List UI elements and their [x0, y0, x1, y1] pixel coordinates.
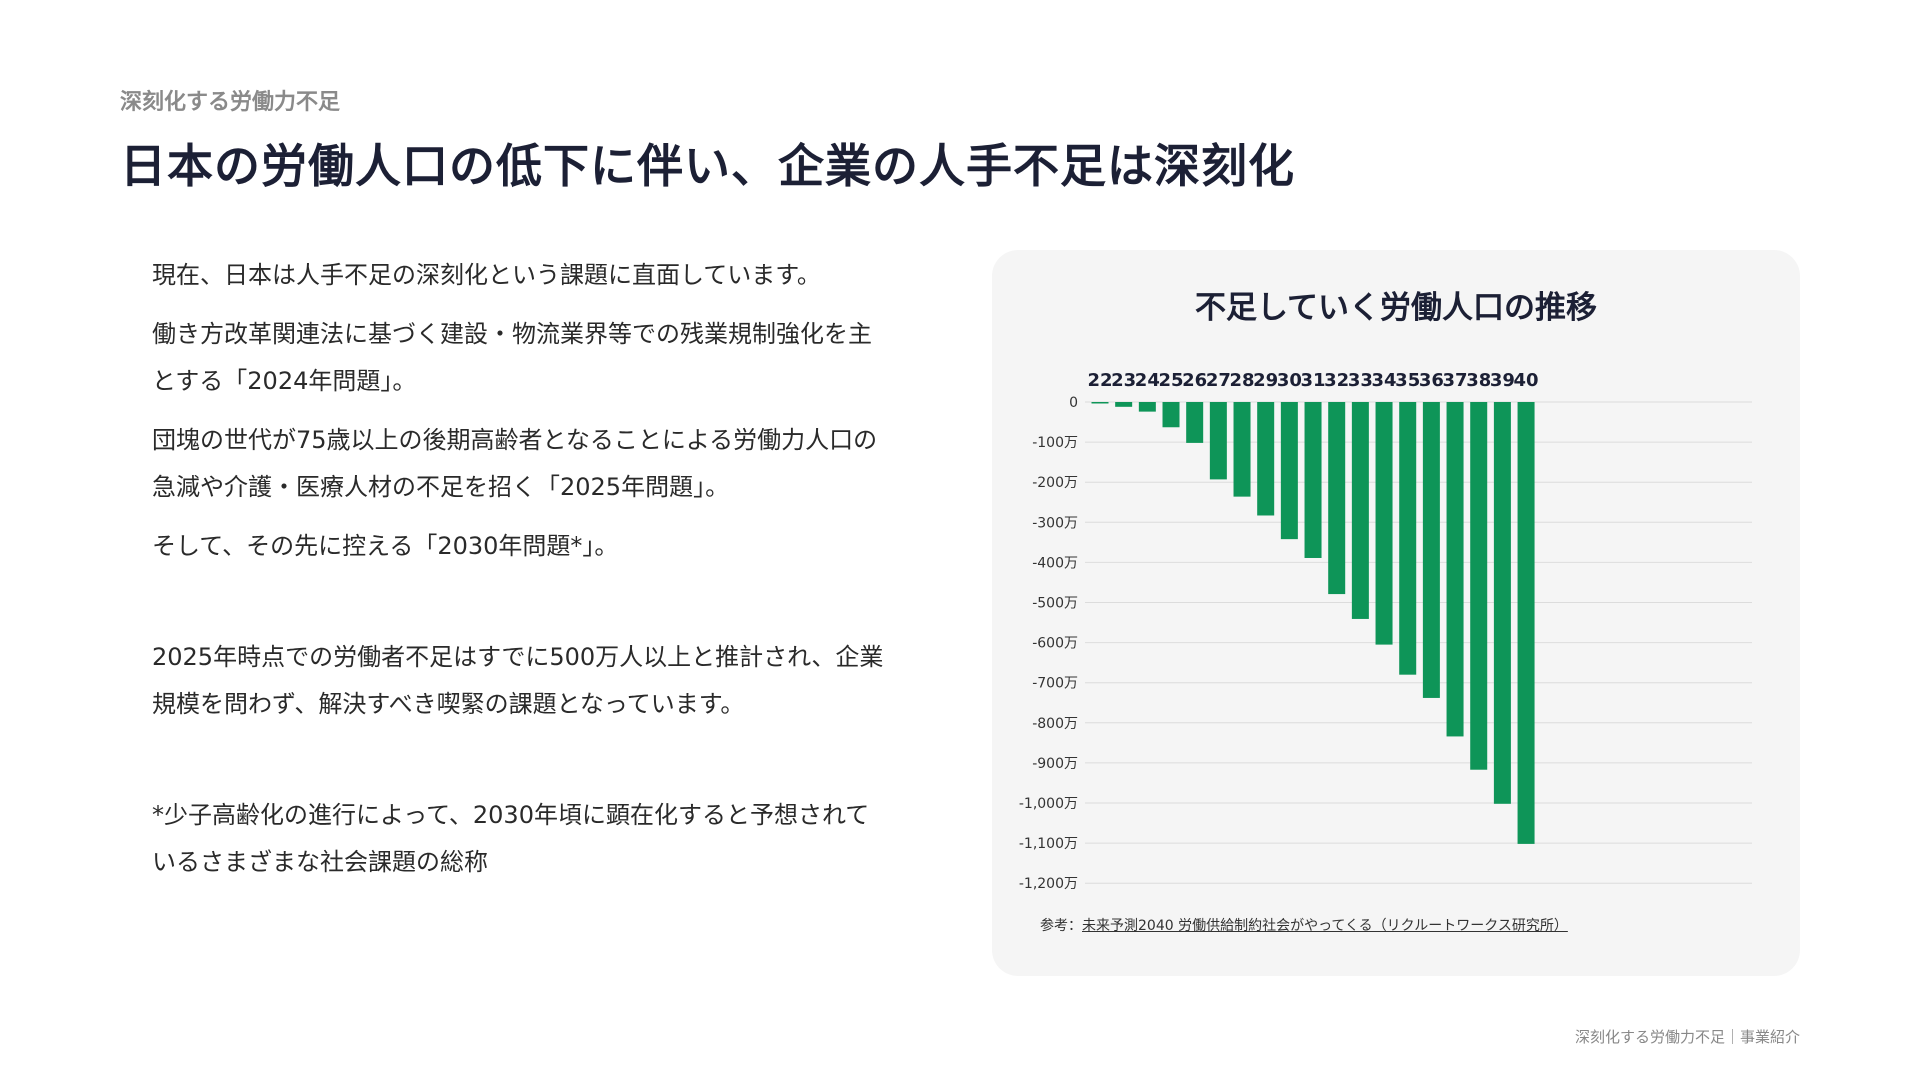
y-tick-label: -1,000万: [1019, 796, 1078, 812]
source-note: 参考：未来予測2040 労働供給制約社会がやってくる（リクルートワークス研究所）: [1040, 915, 1568, 935]
section-subtitle: 深刻化する労働力不足: [120, 90, 341, 115]
footer: 深刻化する労働力不足｜事業紹介: [1574, 1028, 1800, 1046]
x-tick-label: 29: [1253, 370, 1278, 391]
x-tick-label: 27: [1206, 370, 1231, 391]
bar: [1162, 402, 1180, 428]
source-prefix: 参考：: [1040, 918, 1082, 934]
bar: [1091, 402, 1109, 404]
bar: [1399, 402, 1417, 675]
x-tick-label: 36: [1419, 370, 1444, 391]
y-tick-label: -200万: [1032, 475, 1078, 491]
y-tick-label: -500万: [1032, 596, 1078, 612]
bar: [1233, 402, 1251, 497]
x-tick-label: 40: [1514, 370, 1539, 391]
paragraph: そして、その先に控える「2030年問題*」。: [152, 532, 619, 560]
bar: [1304, 402, 1322, 558]
footnote: *少子高齢化の進行によって、2030年頃に顕在化すると予想されているさまざまな社…: [152, 801, 870, 876]
bar: [1446, 402, 1464, 737]
y-tick-label: -300万: [1032, 515, 1078, 531]
x-tick-label: 35: [1395, 370, 1420, 391]
source-link[interactable]: 未来予測2040 労働供給制約社会がやってくる（リクルートワークス研究所）: [1082, 918, 1568, 934]
paragraph: 働き方改革関連法に基づく建設・物流業界等での残業規制強化を主とする「2024年問…: [152, 320, 872, 395]
y-tick-label: -1,200万: [1019, 876, 1078, 892]
y-tick-label: -600万: [1032, 636, 1078, 652]
bar: [1351, 402, 1369, 619]
y-tick-label: -100万: [1032, 435, 1078, 451]
bar: [1375, 402, 1393, 645]
bar: [1280, 402, 1298, 540]
y-tick-label: -1,100万: [1019, 836, 1078, 852]
bar: [1138, 402, 1156, 412]
bar: [1328, 402, 1346, 595]
bar: [1517, 402, 1535, 844]
x-tick-label: 26: [1182, 370, 1207, 391]
x-tick-label: 25: [1158, 370, 1183, 391]
bar: [1209, 402, 1227, 480]
x-tick-label: 28: [1229, 370, 1254, 391]
x-tick-label: 30: [1277, 370, 1302, 391]
body-text: 現在、日本は人手不足の深刻化という課題に直面しています。 働き方改革関連法に基づ…: [152, 252, 892, 898]
y-tick-label: -700万: [1032, 676, 1078, 692]
paragraph: 現在、日本は人手不足の深刻化という課題に直面しています。: [152, 261, 821, 289]
x-tick-label: 22: [1087, 370, 1112, 391]
y-tick-label: -800万: [1032, 716, 1078, 732]
x-tick-label: 38: [1466, 370, 1491, 391]
bar: [1186, 402, 1204, 443]
page-title: 日本の労働人口の低下に伴い、企業の人手不足は深刻化: [120, 139, 1295, 193]
bar: [1422, 402, 1440, 698]
x-tick-label: 23: [1111, 370, 1136, 391]
x-tick-label: 37: [1443, 370, 1468, 391]
summary: 2025年時点での労働者不足はすでに500万人以上と推計され、企業規模を問わず、…: [152, 643, 884, 718]
x-tick-label: 34: [1372, 370, 1397, 391]
y-tick-label: -900万: [1032, 756, 1078, 772]
bar: [1470, 402, 1488, 770]
x-tick-label: 33: [1348, 370, 1373, 391]
x-tick-label: 32: [1324, 370, 1349, 391]
bar-chart: 0 -100万 -200万 -300万 -400万 -500万 -600万 -700万 -800…: [1019, 370, 1752, 892]
bar: [1493, 402, 1511, 804]
paragraph: 団塊の世代が75歳以上の後期高齢者となることによる労働力人口の急減や介護・医療人…: [152, 426, 878, 501]
bar: [1115, 402, 1133, 407]
x-tick-label: 24: [1135, 370, 1160, 391]
y-tick-label: -400万: [1032, 555, 1078, 571]
chart-title: 不足していく労働人口の推移: [1194, 290, 1598, 326]
y-tick-label: 0: [1069, 395, 1078, 411]
x-tick-label: 39: [1490, 370, 1515, 391]
bar: [1257, 402, 1275, 516]
chart-card: 不足していく労働人口の推移 0 -100万 -200万 -300万 -400万 -500万…: [992, 250, 1800, 976]
x-tick-label: 31: [1300, 370, 1325, 391]
